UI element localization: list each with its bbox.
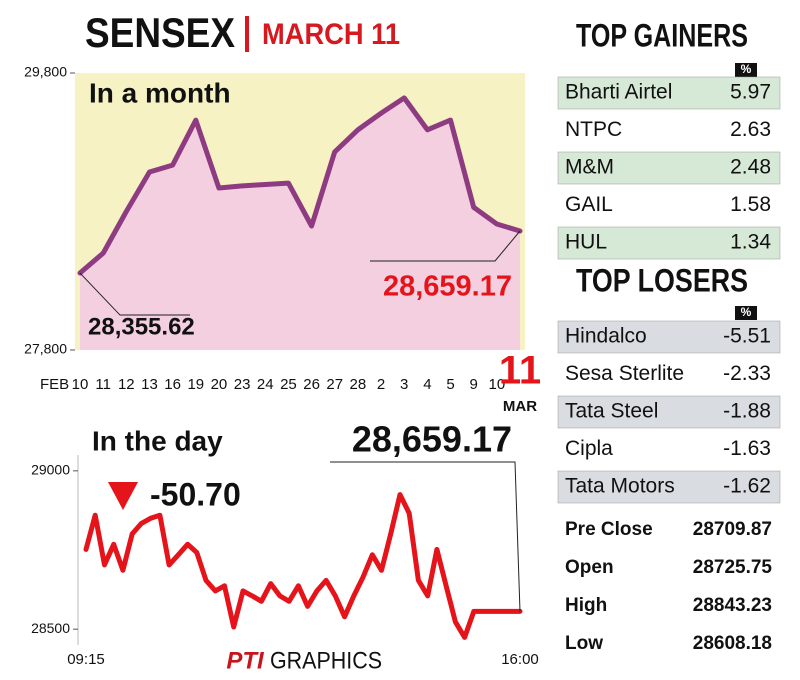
x-tick-label: 11 <box>95 376 111 393</box>
x-tick-label: 2 <box>377 376 385 393</box>
summary-label: Low <box>565 633 603 654</box>
row-shade <box>557 395 781 429</box>
x-tick-label: 16 <box>164 376 181 393</box>
x-tick-label: 20 <box>211 376 228 393</box>
footer-text: GRAPHICS <box>270 647 382 674</box>
line <box>83 492 523 640</box>
row-shade <box>557 320 781 354</box>
row-shade <box>557 76 781 110</box>
row-label: Cipla <box>565 437 613 460</box>
x-tick-label: 23 <box>234 376 251 393</box>
row-value: 1.58 <box>730 193 771 216</box>
row-value: -5.51 <box>723 325 771 348</box>
row-label: Sesa Sterlite <box>565 362 684 385</box>
row-shade <box>557 470 781 504</box>
row-label: NTPC <box>565 118 622 141</box>
x-tick-label: 10 <box>488 376 505 393</box>
table-title: TOP LOSERS <box>576 262 748 298</box>
period-label: FEB <box>40 376 69 393</box>
row-value: -1.63 <box>723 437 771 460</box>
leader-line <box>79 272 190 316</box>
x-tick-label: 16:00 <box>501 651 539 668</box>
summary-label: Open <box>565 557 614 578</box>
row-value: 2.63 <box>730 118 771 141</box>
summary-value: 28608.18 <box>693 633 772 654</box>
y-tick-label: 29,800 <box>24 64 67 80</box>
plot-background <box>78 455 525 645</box>
row-label: M&M <box>565 156 614 179</box>
summary-value: 28843.23 <box>693 595 772 616</box>
row-label: Hindalco <box>565 325 647 348</box>
page-date: MARCH 11 <box>262 18 400 51</box>
row-label: Tata Motors <box>565 475 675 498</box>
x-tick-label: 24 <box>257 376 274 393</box>
row-value: -2.33 <box>723 362 771 385</box>
x-tick-label: 3 <box>400 376 408 393</box>
unit-badge <box>735 63 757 77</box>
row-value: 5.97 <box>730 81 771 104</box>
x-tick-label-current: 11 <box>499 349 541 393</box>
chart-title: In the day <box>92 425 223 456</box>
x-tick-label: 19 <box>187 376 204 393</box>
page-title: SENSEX <box>85 9 235 56</box>
row-label: HUL <box>565 231 607 254</box>
line <box>77 95 523 276</box>
last-value: 28,659.17 <box>352 419 512 460</box>
row-label: Tata Steel <box>565 400 658 423</box>
x-tick-label: 13 <box>141 376 158 393</box>
x-tick-label: 5 <box>446 376 454 393</box>
chart-title: In a month <box>89 77 231 108</box>
unit-label: % <box>741 305 752 319</box>
table-title: TOP GAINERS <box>576 17 748 53</box>
y-tick-label: 28500 <box>31 620 70 636</box>
summary-label: Pre Close <box>565 519 653 540</box>
x-tick-label: 10 <box>72 376 89 393</box>
row-value: 1.34 <box>730 231 771 254</box>
row-shade <box>557 151 781 185</box>
summary-label: High <box>565 595 607 616</box>
y-tick-label: 29000 <box>31 462 70 478</box>
value-label: 28,355.62 <box>88 313 195 340</box>
area <box>80 97 520 351</box>
row-value: 2.48 <box>730 156 771 179</box>
x-tick-label: 25 <box>280 376 297 393</box>
y-tick-label: 27,800 <box>24 341 67 357</box>
x-tick-label: 09:15 <box>67 651 105 668</box>
row-label: Bharti Airtel <box>565 81 672 104</box>
change-value: -50.70 <box>150 476 241 512</box>
x-tick-label: 27 <box>326 376 343 393</box>
row-value: -1.62 <box>723 475 771 498</box>
summary-value: 28725.75 <box>693 557 773 578</box>
leader-line <box>330 461 521 612</box>
x-tick-label: 26 <box>303 376 320 393</box>
row-label: GAIL <box>565 193 613 216</box>
leader-line <box>370 230 521 262</box>
value-label: 28,659.17 <box>383 271 512 303</box>
x-tick-label: 4 <box>423 376 431 393</box>
unit-badge <box>735 306 757 320</box>
x-tick-label: 28 <box>350 376 367 393</box>
title-separator <box>245 16 249 52</box>
row-value: -1.88 <box>723 400 771 423</box>
row-shade <box>557 226 781 260</box>
period-label: MAR <box>503 398 537 415</box>
unit-label: % <box>741 62 752 76</box>
footer-logo: PTI <box>226 647 265 674</box>
x-tick-label: 9 <box>470 376 478 393</box>
x-tick-label: 12 <box>118 376 135 393</box>
down-arrow <box>108 482 138 510</box>
summary-value: 28709.87 <box>693 519 772 540</box>
